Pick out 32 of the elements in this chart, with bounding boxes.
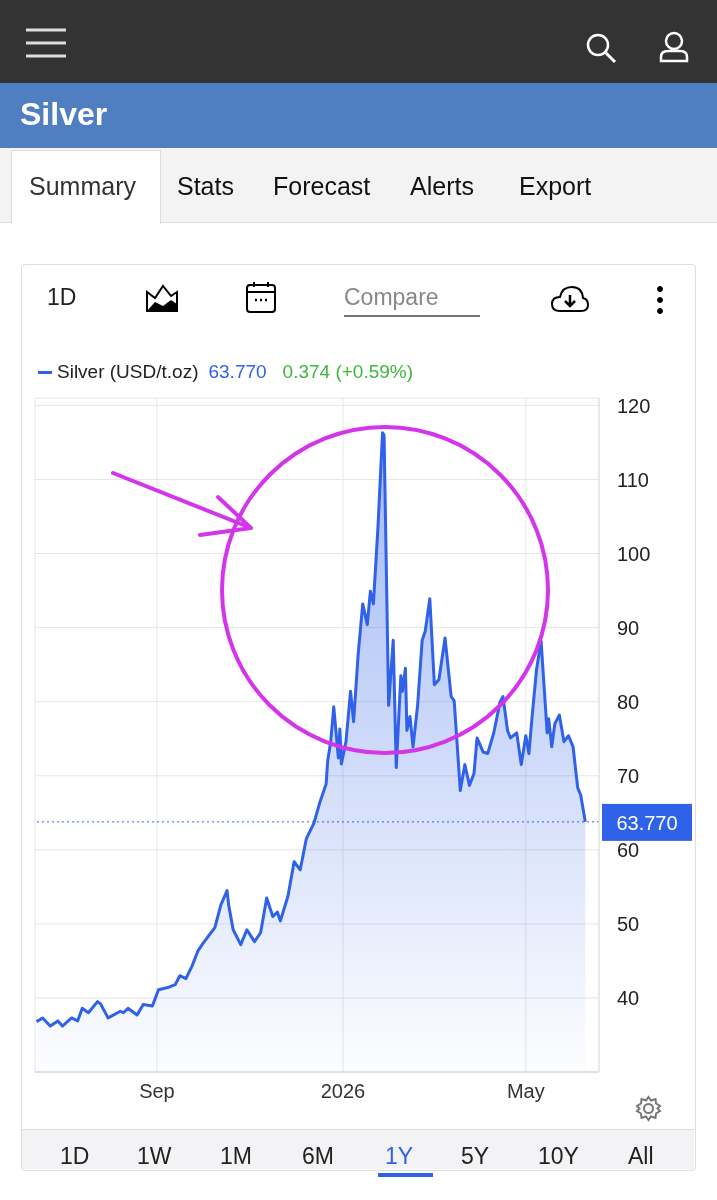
- x-tick-label: May: [506, 1080, 545, 1103]
- text: 1M: [220, 1143, 252, 1170]
- text: 6M: [302, 1143, 334, 1170]
- text: 5Y: [461, 1143, 490, 1170]
- text: 10Y: [538, 1143, 579, 1170]
- y-tick-label: 60: [617, 838, 640, 861]
- y-tick-label: 40: [617, 987, 640, 1010]
- text: 0.374 (+0.59%): [282, 361, 414, 383]
- y-tick-label: 90: [617, 616, 640, 639]
- text: Forecast: [273, 172, 371, 201]
- x-tick-label: 2026: [320, 1080, 366, 1103]
- ref-line-label: 63.770: [616, 811, 678, 834]
- text: 1D: [60, 1143, 90, 1170]
- y-tick-label: 80: [617, 690, 640, 713]
- text: Export: [519, 172, 592, 201]
- legend-label: Silver (USD/t.oz): [56, 361, 199, 383]
- chart-title: Silver: [20, 96, 108, 133]
- y-tick-label: 50: [617, 912, 640, 935]
- text: 1W: [137, 1143, 172, 1170]
- x-tick-label: Sep: [139, 1080, 175, 1103]
- text: All: [628, 1143, 654, 1170]
- text: Summary: [29, 172, 136, 201]
- text: 1D: [47, 284, 77, 311]
- text: Compare: [344, 284, 480, 317]
- y-tick-label: 110: [617, 468, 649, 491]
- y-tick-label: 120: [617, 394, 651, 417]
- y-tick-label: 70: [617, 764, 640, 787]
- text: 1Y: [385, 1143, 414, 1170]
- text: 63.770: [208, 361, 267, 383]
- text: Stats: [177, 172, 234, 201]
- text: Alerts: [410, 172, 474, 201]
- y-tick-label: 100: [617, 542, 651, 565]
